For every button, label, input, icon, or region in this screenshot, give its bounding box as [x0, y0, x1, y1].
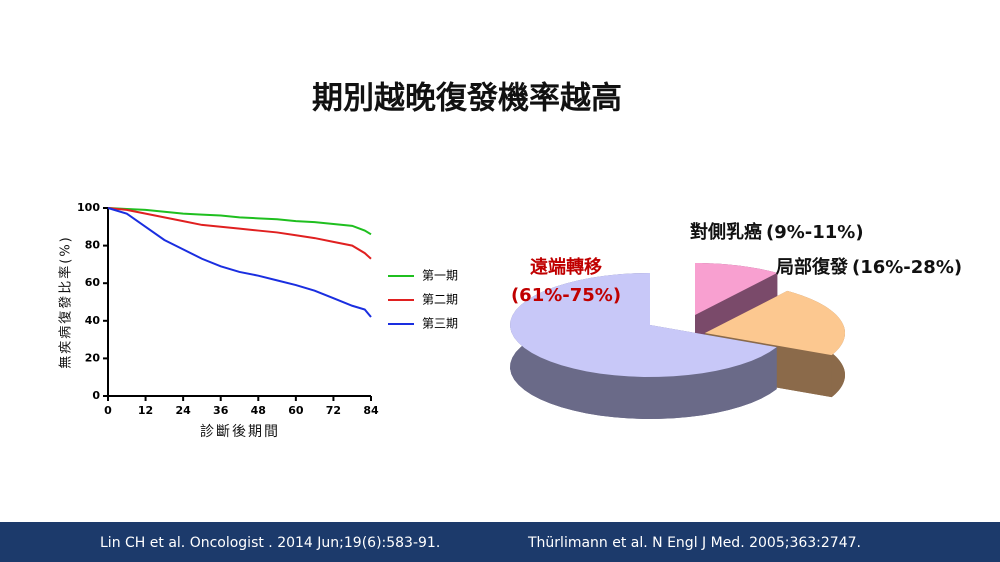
x-tick-label: 60 — [288, 404, 304, 417]
x-tick-label: 72 — [326, 404, 341, 417]
slice-range: (9%-11%) — [766, 222, 864, 243]
y-tick-label: 80 — [85, 239, 101, 252]
citation: Thürlimann et al. N Engl J Med. 2005;363… — [527, 535, 861, 551]
legend-label: 第三期 — [422, 317, 458, 331]
x-tick-label: 48 — [251, 404, 266, 417]
y-axis-label: 無疾病復發比率(%) — [58, 235, 74, 369]
slice-label: 遠端轉移 — [530, 256, 602, 278]
x-tick-label: 0 — [104, 404, 112, 417]
y-tick-label: 20 — [85, 351, 101, 364]
series-line — [107, 207, 372, 236]
slice — [705, 290, 845, 356]
y-tick-label: 60 — [85, 276, 101, 289]
slide-title: 期別越晚復發機率越高 — [312, 81, 622, 117]
x-axis-label: 診斷後期間 — [200, 424, 280, 440]
x-tick-label: 24 — [175, 404, 191, 417]
slice-label: 對側乳癌 — [690, 221, 762, 243]
x-tick-label: 12 — [138, 404, 153, 417]
x-tick-label: 36 — [213, 404, 229, 417]
slice — [695, 263, 778, 315]
y-tick-label: 40 — [85, 314, 101, 327]
slice-range: (61%-75%) — [511, 285, 621, 306]
x-tick-label: 84 — [363, 404, 379, 417]
y-tick-label: 100 — [77, 201, 100, 214]
series-line — [107, 207, 372, 318]
legend-label: 第二期 — [422, 293, 458, 307]
series-line — [107, 207, 372, 260]
slice — [510, 273, 777, 377]
slice-label: 局部復發 — [776, 256, 849, 278]
legend-label: 第一期 — [422, 269, 458, 283]
citation: Lin CH et al. Oncologist . 2014 Jun;19(6… — [100, 535, 440, 551]
slice-range: (16%-28%) — [852, 257, 962, 278]
footer-band — [0, 522, 1000, 562]
y-tick-label: 0 — [92, 389, 100, 402]
